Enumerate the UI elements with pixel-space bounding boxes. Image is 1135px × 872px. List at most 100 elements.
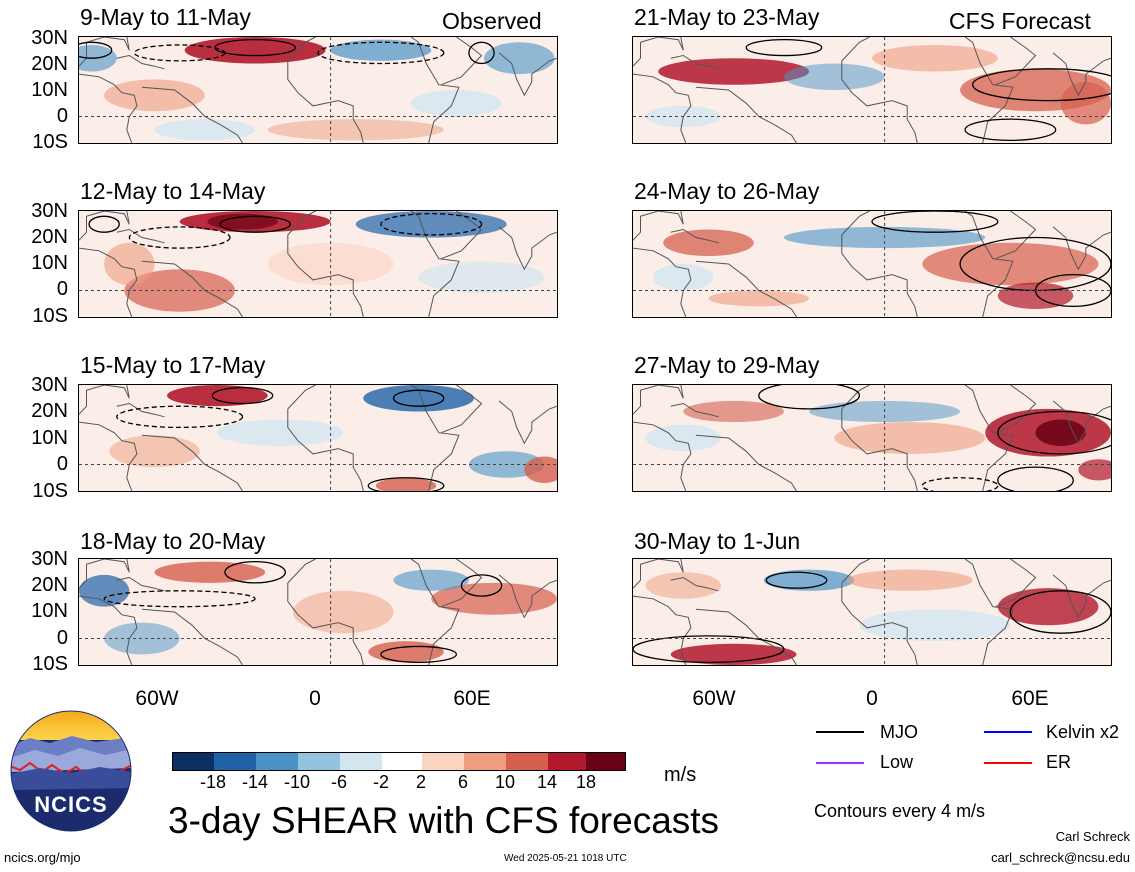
mjo-contour	[392, 389, 445, 407]
coastline	[995, 385, 1037, 434]
shear-anomaly-blob	[355, 211, 507, 238]
lat-label: 10N	[31, 427, 68, 449]
shear-anomaly-blob	[663, 229, 754, 257]
lat-label: 10N	[31, 600, 68, 622]
shear-anomaly-blob	[411, 90, 502, 117]
coastline	[995, 37, 1037, 86]
coastline	[287, 37, 316, 62]
coastline	[116, 228, 165, 244]
mjo-contour	[116, 405, 244, 429]
shear-map	[633, 37, 1111, 143]
coastline	[441, 37, 483, 86]
shear-map	[79, 37, 557, 143]
coastline	[633, 385, 684, 415]
shear-anomaly-blob	[184, 37, 326, 64]
colorbar-tick: -18	[199, 772, 226, 792]
shear-anomaly-blob	[375, 477, 437, 491]
coastline	[79, 559, 130, 589]
coastline	[498, 400, 557, 445]
figure-title: 3-day SHEAR with CFS forecasts	[168, 800, 720, 841]
shear-anomaly-blob	[1035, 419, 1086, 446]
coastline	[841, 559, 870, 584]
colorbar-tick: 6	[457, 772, 468, 792]
shear-anomaly-blob	[292, 590, 394, 634]
colorbar-tick: -14	[241, 772, 268, 792]
coastline	[79, 211, 130, 241]
shear-anomaly-blob	[79, 574, 130, 607]
colorbar-swatch	[506, 752, 548, 770]
shear-anomaly-blob	[167, 385, 268, 407]
colorbar-swatch	[214, 752, 256, 770]
coastline	[287, 211, 316, 236]
lat-label: 0	[56, 105, 68, 127]
ncics-logo: NCICS	[10, 710, 132, 832]
coastline	[287, 559, 316, 584]
coastline	[498, 52, 557, 97]
mjo-contour	[211, 387, 274, 405]
coastline	[1052, 400, 1111, 445]
coastline	[633, 595, 692, 665]
coastline	[116, 402, 165, 418]
coastline	[670, 402, 719, 418]
mjo-contour	[972, 68, 1111, 102]
legend-swatch-er	[984, 762, 1032, 764]
contour-note: Contours every 4 m/s	[814, 801, 986, 821]
coastline	[287, 60, 364, 143]
coastline	[633, 211, 684, 241]
shear-map	[633, 559, 1111, 665]
coastline	[141, 608, 243, 665]
shear-anomaly-blob	[859, 609, 1011, 642]
coastline	[79, 421, 138, 491]
shear-anomaly-blob	[922, 242, 1099, 286]
shear-anomaly-blob	[763, 569, 855, 591]
shear-anomaly-blob	[267, 242, 394, 286]
mjo-contour	[921, 477, 999, 491]
coastline	[141, 434, 243, 491]
coastline	[841, 408, 918, 491]
lon-label: 0	[866, 687, 878, 710]
colorbar-tick: -10	[283, 772, 310, 792]
mjo-contour	[103, 590, 256, 608]
shear-anomaly-blob	[683, 400, 784, 423]
mjo-contour	[224, 560, 286, 584]
coastline	[287, 385, 316, 410]
panel-date-label: 27-May to 29-May	[634, 352, 820, 378]
mjo-contour	[133, 44, 226, 62]
shear-map	[79, 559, 557, 665]
panel-date-label: 24-May to 26-May	[634, 178, 820, 204]
panel-date-label: 21-May to 23-May	[634, 4, 820, 30]
coastline	[498, 574, 557, 619]
shear-anomaly-blob	[484, 42, 555, 75]
lon-label: 60W	[135, 687, 179, 710]
shear-map	[633, 211, 1111, 317]
mjo-contour	[317, 41, 445, 65]
panel-date-label: 30-May to 1-Jun	[634, 528, 801, 554]
colorbar-units: m/s	[664, 764, 697, 786]
lat-label: 30N	[31, 200, 68, 222]
colorbar-tick: -2	[372, 772, 389, 792]
map-panel-forecast-3	[632, 384, 1112, 492]
mjo-contour	[380, 212, 483, 236]
mjo-contour	[367, 477, 445, 491]
mjo-contour	[468, 41, 495, 65]
coastline	[670, 228, 719, 244]
colorbar-swatch	[586, 752, 626, 770]
coastline	[79, 595, 138, 665]
coastline	[441, 559, 483, 608]
shear-anomaly-blob	[393, 569, 469, 591]
map-panel-observed-4	[78, 558, 558, 666]
coastline	[995, 211, 1037, 260]
lat-label: 30N	[31, 27, 68, 49]
colorbar-swatch	[382, 752, 422, 770]
shear-anomaly-blob	[872, 44, 998, 72]
coastline	[695, 86, 797, 143]
colorbar-swatch	[172, 752, 214, 770]
coastline	[670, 54, 719, 70]
coastline	[410, 559, 460, 665]
footer-timestamp: Wed 2025-05-21 1018 UTC	[504, 853, 627, 864]
coastline	[695, 260, 797, 317]
lon-label: 60E	[453, 687, 491, 710]
coastline	[633, 73, 692, 143]
coastline	[964, 385, 1014, 491]
coastline	[695, 434, 797, 491]
